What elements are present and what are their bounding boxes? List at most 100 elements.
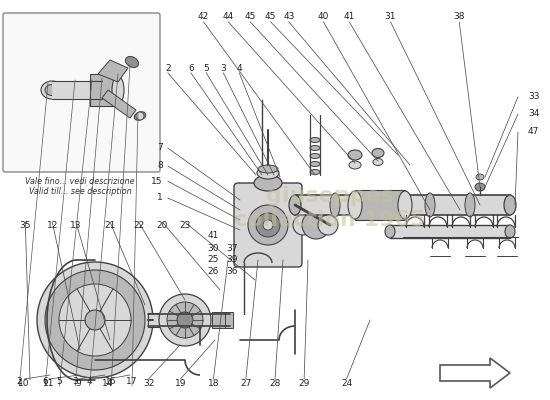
Ellipse shape: [112, 76, 124, 104]
Bar: [90, 74, 118, 106]
Ellipse shape: [310, 154, 320, 158]
Circle shape: [177, 312, 193, 328]
Ellipse shape: [348, 191, 362, 219]
Text: 5: 5: [204, 64, 209, 73]
Text: 25: 25: [208, 256, 219, 264]
Text: 43: 43: [283, 12, 294, 21]
Polygon shape: [440, 358, 510, 388]
Text: 40: 40: [318, 12, 329, 21]
Text: Valid till... see description: Valid till... see description: [29, 188, 131, 196]
Text: 1: 1: [157, 194, 163, 202]
Ellipse shape: [125, 56, 139, 68]
Ellipse shape: [254, 175, 282, 191]
Text: 2: 2: [16, 378, 22, 386]
Text: 27: 27: [240, 380, 251, 388]
Text: 3: 3: [73, 378, 78, 386]
FancyBboxPatch shape: [3, 13, 160, 172]
Text: 44: 44: [223, 12, 234, 21]
Circle shape: [302, 211, 330, 239]
Text: 15: 15: [151, 177, 163, 186]
Ellipse shape: [310, 170, 320, 174]
Ellipse shape: [330, 193, 340, 217]
Text: Vale fino... vedi descrizione: Vale fino... vedi descrizione: [25, 178, 135, 186]
Text: 16: 16: [106, 378, 117, 386]
Text: 11: 11: [43, 380, 54, 388]
Circle shape: [159, 294, 211, 346]
Text: 6: 6: [42, 378, 48, 386]
Text: 19: 19: [175, 380, 186, 388]
Ellipse shape: [372, 148, 384, 158]
Text: 7: 7: [157, 144, 163, 152]
Circle shape: [85, 310, 105, 330]
Circle shape: [37, 262, 153, 378]
Text: 4: 4: [236, 64, 242, 73]
Text: 32: 32: [143, 380, 154, 388]
Ellipse shape: [349, 161, 361, 169]
Text: 3: 3: [221, 64, 226, 73]
Text: 47: 47: [528, 128, 540, 136]
Text: 8: 8: [157, 162, 163, 170]
Circle shape: [45, 270, 145, 370]
Ellipse shape: [258, 165, 278, 173]
Circle shape: [167, 302, 203, 338]
Circle shape: [136, 112, 144, 120]
Text: 18: 18: [208, 380, 219, 388]
Text: 36: 36: [227, 268, 238, 276]
Text: 33: 33: [528, 92, 540, 101]
Text: 12: 12: [47, 222, 58, 230]
Ellipse shape: [41, 81, 63, 99]
Ellipse shape: [375, 193, 385, 217]
Text: 42: 42: [198, 12, 209, 21]
Ellipse shape: [310, 162, 320, 166]
Text: 39: 39: [227, 256, 238, 264]
Ellipse shape: [504, 195, 516, 215]
Text: 22: 22: [133, 222, 144, 230]
Circle shape: [263, 220, 273, 230]
Ellipse shape: [310, 146, 320, 150]
Text: 10: 10: [19, 380, 30, 388]
Ellipse shape: [45, 84, 59, 96]
Ellipse shape: [310, 138, 320, 142]
Bar: [225, 312, 233, 328]
Ellipse shape: [476, 174, 484, 180]
Ellipse shape: [385, 225, 395, 238]
Text: 35: 35: [20, 222, 31, 230]
Text: 45: 45: [265, 12, 276, 21]
Text: 21: 21: [104, 222, 116, 230]
Text: 41: 41: [344, 12, 355, 21]
Circle shape: [248, 205, 288, 245]
Bar: [295, 195, 510, 215]
Ellipse shape: [373, 158, 383, 166]
Text: 20: 20: [157, 222, 168, 230]
Text: 23: 23: [179, 222, 190, 230]
Bar: [212, 312, 226, 328]
Text: 26: 26: [208, 268, 219, 276]
Text: giuseppes
collection 1965: giuseppes collection 1965: [234, 186, 426, 230]
Text: 2: 2: [165, 64, 170, 73]
Bar: [188, 312, 194, 328]
Text: 17: 17: [126, 378, 138, 386]
Bar: [164, 315, 176, 325]
Text: 30: 30: [208, 244, 219, 253]
Text: 34: 34: [528, 110, 540, 118]
Circle shape: [318, 215, 338, 235]
Polygon shape: [98, 60, 128, 82]
Text: 28: 28: [270, 380, 280, 388]
Bar: [173, 315, 187, 325]
Text: 31: 31: [385, 12, 396, 21]
Ellipse shape: [398, 191, 412, 219]
Ellipse shape: [257, 167, 279, 179]
Text: 24: 24: [341, 380, 352, 388]
Circle shape: [293, 215, 313, 235]
Ellipse shape: [425, 193, 435, 217]
Text: 38: 38: [454, 12, 465, 21]
Text: 9: 9: [76, 380, 81, 388]
Ellipse shape: [505, 225, 515, 238]
Circle shape: [59, 284, 131, 356]
Ellipse shape: [348, 150, 362, 160]
Bar: [52, 81, 102, 99]
Text: 4: 4: [87, 378, 92, 386]
Text: 6: 6: [188, 64, 194, 73]
Bar: [148, 313, 166, 327]
Bar: [176, 312, 184, 328]
